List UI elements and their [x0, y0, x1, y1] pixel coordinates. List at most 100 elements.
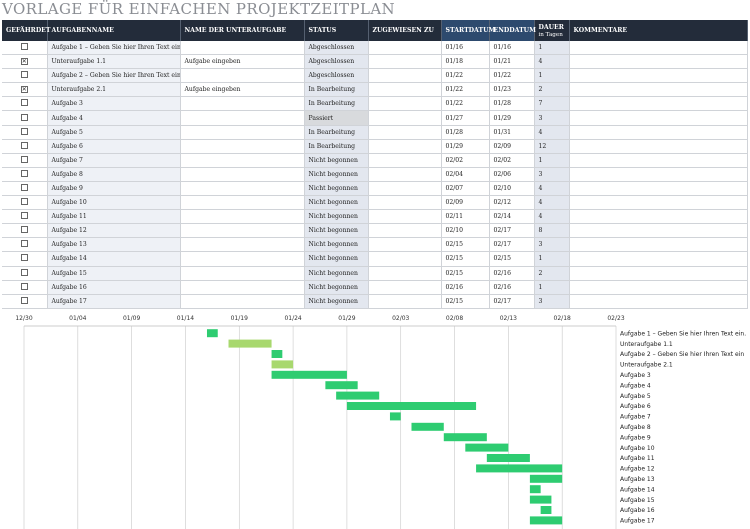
assigned-to-cell[interactable]: [368, 54, 442, 70]
status-cell[interactable]: Abgeschlossen: [304, 54, 369, 70]
end-date-cell[interactable]: 02/14: [489, 209, 535, 225]
assigned-to-cell[interactable]: [368, 41, 442, 56]
at-risk-checkbox[interactable]: [20, 240, 28, 248]
task-name-cell[interactable]: Aufgabe 5: [47, 125, 181, 140]
subtask-name-cell[interactable]: [180, 139, 305, 154]
at-risk-checkbox[interactable]: [20, 155, 28, 163]
start-date-cell[interactable]: 02/15: [441, 237, 490, 253]
task-name-cell[interactable]: Aufgabe 6: [47, 139, 181, 154]
at-risk-checkbox[interactable]: [20, 43, 28, 51]
end-date-cell[interactable]: 01/31: [489, 125, 535, 140]
start-date-cell[interactable]: 02/10: [441, 223, 490, 239]
end-date-cell[interactable]: 02/10: [489, 181, 535, 197]
subtask-name-cell[interactable]: [180, 68, 305, 84]
status-cell[interactable]: Nicht begonnen: [304, 167, 369, 182]
start-date-cell[interactable]: 02/02: [441, 153, 490, 168]
end-date-cell[interactable]: 02/09: [489, 139, 535, 154]
end-date-cell[interactable]: 02/15: [489, 251, 535, 267]
end-date-cell[interactable]: 01/21: [489, 54, 535, 70]
start-date-cell[interactable]: 02/11: [441, 209, 490, 225]
comments-cell[interactable]: [569, 167, 748, 182]
end-date-cell[interactable]: 01/22: [489, 68, 535, 84]
start-date-cell[interactable]: 01/22: [441, 82, 490, 98]
subtask-name-cell[interactable]: [180, 41, 305, 56]
assigned-to-cell[interactable]: [368, 209, 442, 225]
status-cell[interactable]: Abgeschlossen: [304, 41, 369, 56]
status-cell[interactable]: Nicht begonnen: [304, 294, 369, 309]
subtask-name-cell[interactable]: [180, 223, 305, 239]
start-date-cell[interactable]: 01/28: [441, 125, 490, 140]
assigned-to-cell[interactable]: [368, 167, 442, 182]
subtask-name-cell[interactable]: [180, 251, 305, 267]
assigned-to-cell[interactable]: [368, 280, 442, 295]
status-cell[interactable]: In Bearbeitung: [304, 82, 369, 98]
assigned-to-cell[interactable]: [368, 181, 442, 197]
start-date-cell[interactable]: 01/22: [441, 96, 490, 112]
status-cell[interactable]: Passiert: [304, 110, 369, 126]
status-cell[interactable]: Nicht begonnen: [304, 181, 369, 197]
task-name-cell[interactable]: Unteraufgabe 1.1: [47, 54, 181, 70]
assigned-to-cell[interactable]: [368, 139, 442, 154]
subtask-name-cell[interactable]: Aufgabe eingeben: [180, 82, 305, 98]
task-name-cell[interactable]: Aufgabe 10: [47, 195, 181, 211]
assigned-to-cell[interactable]: [368, 82, 442, 98]
task-name-cell[interactable]: Aufgabe 17: [47, 294, 181, 309]
subtask-name-cell[interactable]: [180, 181, 305, 197]
subtask-name-cell[interactable]: [180, 195, 305, 211]
start-date-cell[interactable]: 02/15: [441, 294, 490, 309]
assigned-to-cell[interactable]: [368, 68, 442, 84]
subtask-name-cell[interactable]: [180, 153, 305, 168]
end-date-cell[interactable]: 01/16: [489, 41, 535, 56]
assigned-to-cell[interactable]: [368, 110, 442, 126]
at-risk-checkbox[interactable]: [20, 212, 28, 220]
comments-cell[interactable]: [569, 195, 748, 211]
comments-cell[interactable]: [569, 223, 748, 239]
status-cell[interactable]: Nicht begonnen: [304, 266, 369, 281]
comments-cell[interactable]: [569, 266, 748, 281]
at-risk-checkbox[interactable]: ✕: [20, 86, 28, 94]
task-name-cell[interactable]: Aufgabe 16: [47, 280, 181, 295]
comments-cell[interactable]: [569, 54, 748, 70]
at-risk-checkbox[interactable]: [20, 226, 28, 234]
start-date-cell[interactable]: 02/15: [441, 251, 490, 267]
end-date-cell[interactable]: 02/17: [489, 223, 535, 239]
subtask-name-cell[interactable]: [180, 280, 305, 295]
end-date-cell[interactable]: 02/16: [489, 266, 535, 281]
task-name-cell[interactable]: Aufgabe 12: [47, 223, 181, 239]
end-date-cell[interactable]: 02/17: [489, 237, 535, 253]
status-cell[interactable]: Nicht begonnen: [304, 195, 369, 211]
task-name-cell[interactable]: Aufgabe 14: [47, 251, 181, 267]
comments-cell[interactable]: [569, 294, 748, 309]
assigned-to-cell[interactable]: [368, 96, 442, 112]
at-risk-checkbox[interactable]: [20, 113, 28, 121]
task-name-cell[interactable]: Aufgabe 13: [47, 237, 181, 253]
end-date-cell[interactable]: 02/06: [489, 167, 535, 182]
subtask-name-cell[interactable]: [180, 96, 305, 112]
comments-cell[interactable]: [569, 280, 748, 295]
comments-cell[interactable]: [569, 181, 748, 197]
end-date-cell[interactable]: 02/12: [489, 195, 535, 211]
subtask-name-cell[interactable]: [180, 294, 305, 309]
task-name-cell[interactable]: Unteraufgabe 2.1: [47, 82, 181, 98]
subtask-name-cell[interactable]: [180, 125, 305, 140]
start-date-cell[interactable]: 01/27: [441, 110, 490, 126]
at-risk-checkbox[interactable]: [20, 183, 28, 191]
status-cell[interactable]: Nicht begonnen: [304, 251, 369, 267]
at-risk-checkbox[interactable]: [20, 99, 28, 107]
end-date-cell[interactable]: 02/02: [489, 153, 535, 168]
start-date-cell[interactable]: 01/18: [441, 54, 490, 70]
comments-cell[interactable]: [569, 139, 748, 154]
at-risk-checkbox[interactable]: [20, 71, 28, 79]
task-name-cell[interactable]: Aufgabe 8: [47, 167, 181, 182]
task-name-cell[interactable]: Aufgabe 11: [47, 209, 181, 225]
status-cell[interactable]: Nicht begonnen: [304, 237, 369, 253]
comments-cell[interactable]: [569, 209, 748, 225]
assigned-to-cell[interactable]: [368, 237, 442, 253]
status-cell[interactable]: In Bearbeitung: [304, 125, 369, 140]
assigned-to-cell[interactable]: [368, 125, 442, 140]
start-date-cell[interactable]: 01/22: [441, 68, 490, 84]
comments-cell[interactable]: [569, 41, 748, 56]
status-cell[interactable]: Abgeschlossen: [304, 68, 369, 84]
assigned-to-cell[interactable]: [368, 251, 442, 267]
status-cell[interactable]: In Bearbeitung: [304, 96, 369, 112]
